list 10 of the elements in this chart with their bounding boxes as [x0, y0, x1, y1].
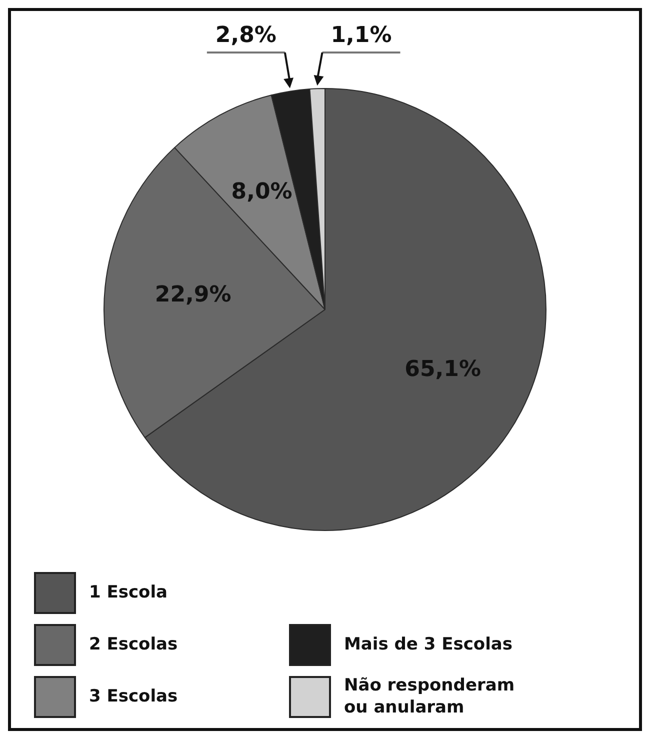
- legend-label: Não responderam ou anularam: [344, 675, 515, 718]
- data-label: 1,1%: [330, 23, 392, 48]
- legend-label: 1 Escola: [89, 582, 168, 602]
- data-label: 2,8%: [215, 23, 276, 48]
- data-label: 22,9%: [154, 282, 232, 308]
- legend-label: Mais de 3 Escolas: [344, 634, 513, 654]
- legend-label: 3 Escolas: [89, 686, 178, 706]
- data-label: 8,0%: [231, 180, 292, 205]
- legend-label: 2 Escolas: [89, 634, 178, 654]
- data-label: 65,1%: [404, 357, 481, 382]
